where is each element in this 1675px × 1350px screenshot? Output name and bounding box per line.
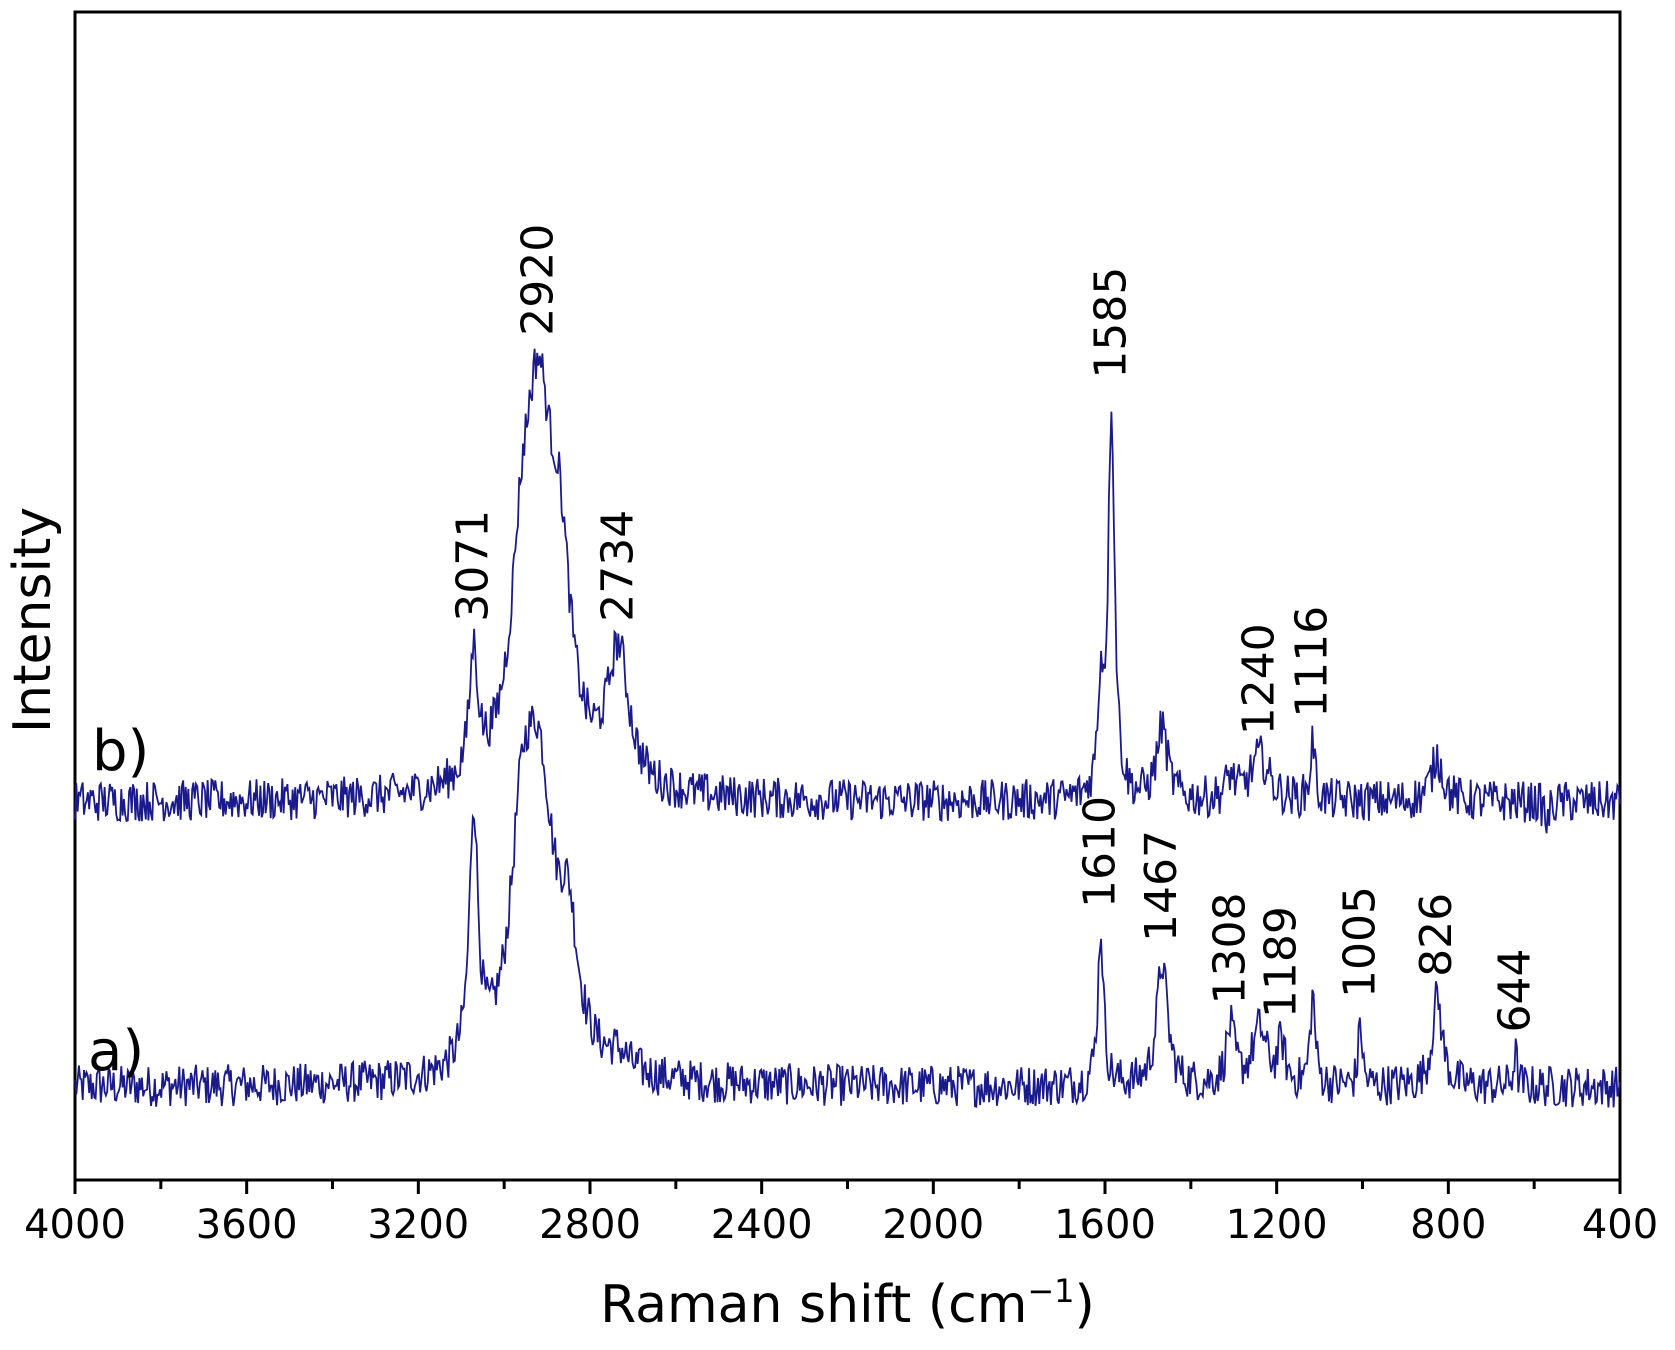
peak-label-1240: 1240 — [1234, 623, 1285, 735]
peak-label-1610: 1610 — [1075, 796, 1126, 908]
x-tick-label: 2000 — [882, 1202, 984, 1248]
x-tick-label: 2800 — [539, 1202, 641, 1248]
peak-label-644: 644 — [1489, 949, 1540, 1033]
plot-border — [73, 10, 1622, 1182]
x-tick-label: 4000 — [24, 1202, 126, 1248]
series-name-a: a) — [88, 1019, 144, 1084]
x-axis: 4000 3600 3200 2800 2400 2000 1600 1200 800 400 — [24, 1180, 1658, 1248]
peak-label-1308: 1308 — [1204, 892, 1255, 1004]
x-tick-label: 2400 — [711, 1202, 813, 1248]
plot-frame — [73, 10, 1622, 1182]
peak-label-2920: 2920 — [513, 224, 564, 336]
series-name-b: b) — [92, 719, 149, 784]
x-tick-label: 400 — [1582, 1202, 1658, 1248]
x-tick-label: 1200 — [1226, 1202, 1328, 1248]
peak-label-2734: 2734 — [592, 510, 643, 622]
peak-label-1189: 1189 — [1255, 906, 1306, 1018]
peak-label-3071: 3071 — [448, 510, 499, 622]
peak-label-826: 826 — [1411, 893, 1462, 977]
x-tick-label: 3600 — [196, 1202, 298, 1248]
peak-label-1467: 1467 — [1136, 830, 1187, 942]
x-tick-label: 1600 — [1054, 1202, 1156, 1248]
x-tick-label: 800 — [1410, 1202, 1486, 1248]
peak-labels: 1610 1467 1308 1189 1005 826 644 3071 2920 2734 15… — [448, 224, 1541, 1033]
series-layer: a) b) — [74, 348, 1621, 1108]
series-line-b — [74, 348, 1621, 834]
x-axis-title: Raman shift (cm−1) — [600, 1272, 1095, 1335]
peak-label-1005: 1005 — [1334, 886, 1385, 998]
y-axis-title: Intensity — [3, 507, 63, 733]
series-line-a — [74, 705, 1621, 1108]
x-tick-label: 3200 — [367, 1202, 469, 1248]
peak-label-1585: 1585 — [1085, 267, 1136, 379]
peak-label-1116: 1116 — [1287, 606, 1338, 718]
